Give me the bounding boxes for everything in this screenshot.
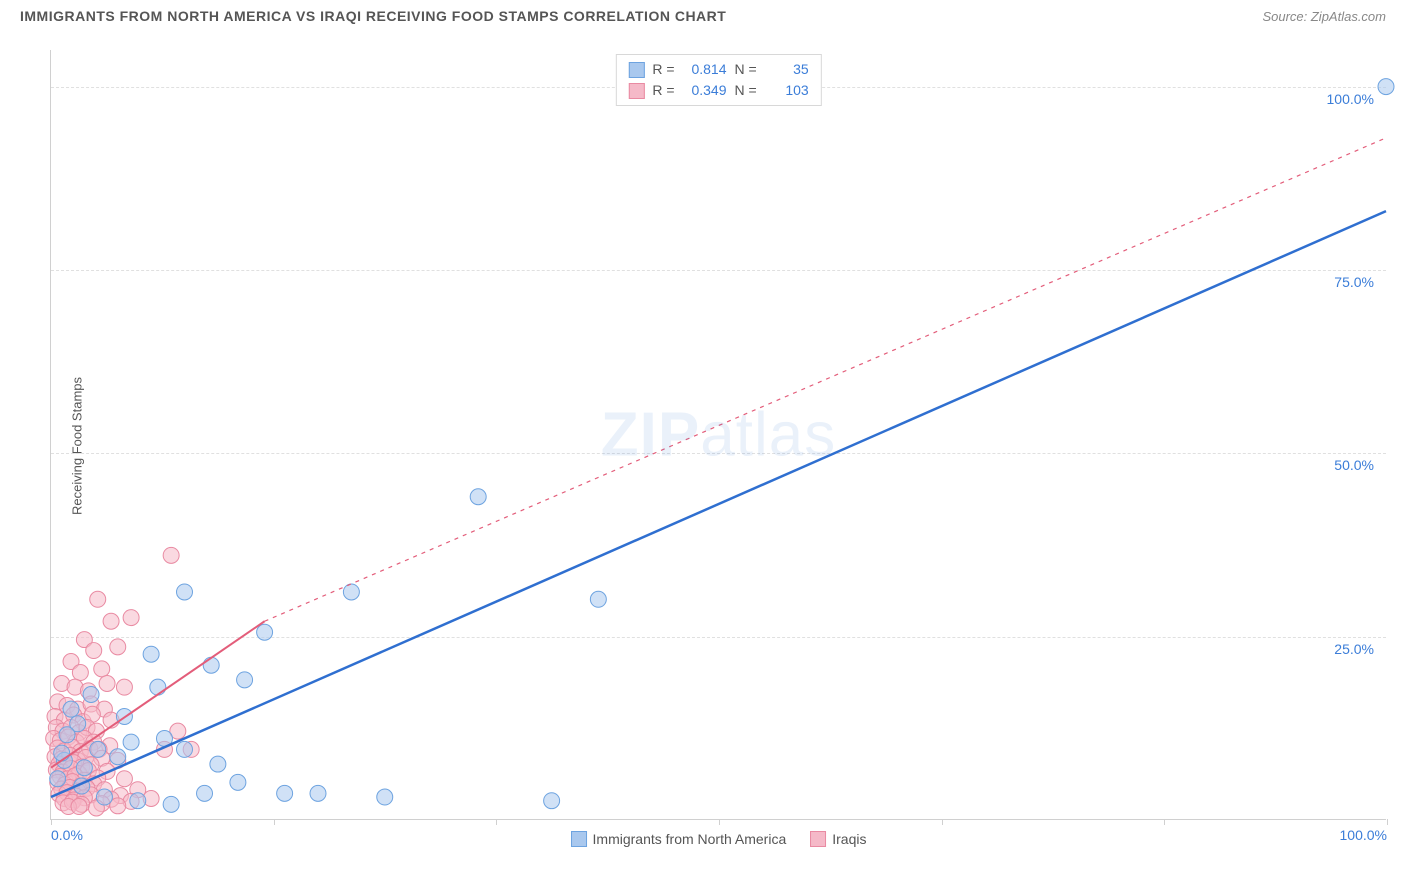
series-b-point (116, 679, 132, 695)
x-tick-label: 100.0% (1340, 827, 1387, 843)
legend-swatch (628, 83, 644, 99)
series-b-point (99, 676, 115, 692)
series-a-point (163, 796, 179, 812)
source-name: ZipAtlas.com (1311, 9, 1386, 24)
legend-swatch (571, 831, 587, 847)
series-a-point (1378, 79, 1394, 95)
bottom-legend: Immigrants from North America Iraqis (571, 831, 867, 847)
stats-legend: R = 0.814 N = 35 R = 0.349 N = 103 (615, 54, 821, 106)
series-a-point (90, 741, 106, 757)
series-a-point (257, 624, 273, 640)
series-a-point (210, 756, 226, 772)
series-a-point (83, 687, 99, 703)
x-tick (1164, 819, 1165, 825)
trend-line-a (51, 211, 1386, 797)
plot-area: 25.0%50.0%75.0%100.0%0.0%100.0% ZIPatlas… (50, 50, 1386, 820)
x-tick-label: 0.0% (51, 827, 83, 843)
series-a-point (177, 741, 193, 757)
legend-swatch (810, 831, 826, 847)
stat-n-label: N = (735, 80, 757, 101)
series-b-point (90, 591, 106, 607)
series-b-point (110, 639, 126, 655)
stat-r-value: 0.349 (683, 80, 727, 101)
legend-label: Iraqis (832, 831, 866, 847)
x-tick (942, 819, 943, 825)
stat-r-label: R = (652, 80, 674, 101)
stats-row: R = 0.814 N = 35 (628, 59, 808, 80)
series-a-point (63, 701, 79, 717)
series-a-point (150, 679, 166, 695)
legend-item: Immigrants from North America (571, 831, 787, 847)
series-a-point (50, 771, 66, 787)
series-b-point (123, 610, 139, 626)
series-a-point (76, 760, 92, 776)
series-a-point (177, 584, 193, 600)
stat-n-label: N = (735, 59, 757, 80)
chart-header: IMMIGRANTS FROM NORTH AMERICA VS IRAQI R… (0, 0, 1406, 28)
series-b-point (72, 665, 88, 681)
series-a-point (230, 774, 246, 790)
series-a-point (590, 591, 606, 607)
source-prefix: Source: (1262, 9, 1310, 24)
series-b-point (116, 771, 132, 787)
legend-item: Iraqis (810, 831, 866, 847)
series-a-point (123, 734, 139, 750)
series-a-point (54, 745, 70, 761)
stat-n-value: 103 (765, 80, 809, 101)
series-a-point (377, 789, 393, 805)
series-a-point (110, 749, 126, 765)
x-tick (51, 819, 52, 825)
series-b-point (94, 661, 110, 677)
series-b-point (71, 799, 87, 815)
trend-extrap-b (265, 138, 1386, 621)
chart-source: Source: ZipAtlas.com (1262, 9, 1386, 24)
series-a-point (470, 489, 486, 505)
series-a-point (197, 785, 213, 801)
stat-n-value: 35 (765, 59, 809, 80)
series-a-point (544, 793, 560, 809)
series-a-point (96, 789, 112, 805)
series-a-point (130, 793, 146, 809)
legend-swatch (628, 62, 644, 78)
x-tick (719, 819, 720, 825)
stats-row: R = 0.349 N = 103 (628, 80, 808, 101)
series-b-point (103, 613, 119, 629)
x-tick (496, 819, 497, 825)
stat-r-value: 0.814 (683, 59, 727, 80)
series-a-point (237, 672, 253, 688)
series-a-point (277, 785, 293, 801)
chart-title: IMMIGRANTS FROM NORTH AMERICA VS IRAQI R… (20, 8, 726, 24)
series-a-point (310, 785, 326, 801)
series-a-point (203, 657, 219, 673)
chart-container: IMMIGRANTS FROM NORTH AMERICA VS IRAQI R… (0, 0, 1406, 892)
x-tick (1387, 819, 1388, 825)
x-tick (274, 819, 275, 825)
legend-label: Immigrants from North America (593, 831, 787, 847)
series-a-point (143, 646, 159, 662)
series-b-point (163, 547, 179, 563)
series-a-point (59, 727, 75, 743)
stat-r-label: R = (652, 59, 674, 80)
chart-svg (51, 50, 1386, 819)
series-a-point (343, 584, 359, 600)
series-b-point (86, 643, 102, 659)
